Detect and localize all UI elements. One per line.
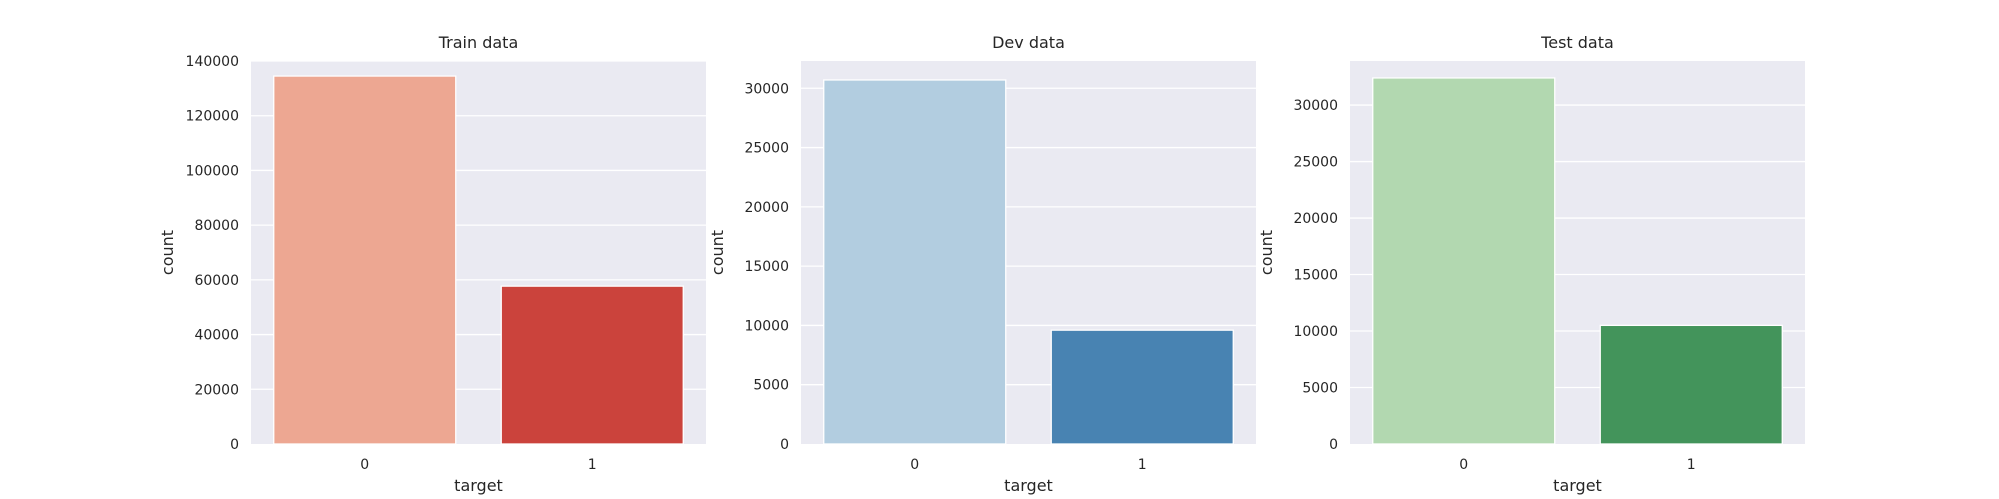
train-data-y-tick-label: 100000 <box>186 163 239 179</box>
train-data-x-axis-label: target <box>454 476 503 495</box>
dev-data-y-tick-label: 20000 <box>744 200 789 216</box>
dev-data-y-tick-label: 0 <box>780 437 789 453</box>
dev-data-bar-0 <box>823 79 1007 445</box>
dev-data-y-tick-label: 30000 <box>744 81 789 97</box>
dev-data-x-axis-label: target <box>1004 476 1053 495</box>
test-data-bar-1 <box>1599 324 1783 445</box>
train-data-y-tick-label: 80000 <box>194 218 239 234</box>
train-data-y-tick-label: 40000 <box>194 328 239 344</box>
dev-data-chart: 0 5000 10000 15000 20000 25000 30000 0 1 Dev data… <box>708 33 1256 495</box>
test-data-y-tick-label: 25000 <box>1293 155 1338 171</box>
dev-data-y-axis-label: count <box>708 230 727 275</box>
train-data-x-tick-label: 0 <box>360 457 369 473</box>
test-data-y-tick-label: 30000 <box>1293 98 1338 114</box>
dev-data-x-tick-label: 1 <box>1138 457 1147 473</box>
train-data-y-tick-label: 60000 <box>194 273 239 289</box>
dev-data-title: Dev data <box>992 33 1065 52</box>
dev-data-x-tick-label: 0 <box>910 457 919 473</box>
dev-data-y-tick-label: 25000 <box>744 141 789 157</box>
test-data-title: Test data <box>1540 33 1614 52</box>
train-data-y-tick-label: 20000 <box>194 382 239 398</box>
test-data-y-tick-label: 15000 <box>1293 268 1338 284</box>
test-data-y-axis-label: count <box>1257 230 1276 275</box>
test-data-y-tick-label: 20000 <box>1293 211 1338 227</box>
test-data-y-tick-label: 10000 <box>1293 324 1338 340</box>
dev-data-bar-1 <box>1050 329 1234 445</box>
test-data-x-tick-label: 0 <box>1459 457 1468 473</box>
dev-data-y-tick-label: 15000 <box>744 259 789 275</box>
test-data-chart: 0 5000 10000 15000 20000 25000 30000 0 1 Test dat… <box>1257 33 1805 495</box>
test-data-y-tick-label: 0 <box>1329 437 1338 453</box>
test-data-x-axis-label: target <box>1553 476 1602 495</box>
test-data-y-tick-label: 5000 <box>1302 381 1338 397</box>
train-data-bar-0 <box>273 75 457 445</box>
dev-data-y-tick-label: 10000 <box>744 318 789 334</box>
test-data-x-tick-label: 1 <box>1687 457 1696 473</box>
train-data-y-tick-label: 0 <box>230 437 239 453</box>
test-data-bar-0 <box>1372 77 1556 445</box>
train-data-title: Train data <box>438 33 519 52</box>
train-data-y-tick-label: 140000 <box>186 54 239 70</box>
train-data-y-axis-label: count <box>158 230 177 275</box>
train-data-x-tick-label: 1 <box>588 457 597 473</box>
train-data-y-tick-label: 120000 <box>186 109 239 125</box>
train-data-chart: 0 20000 40000 60000 80000 100000 120000 140000 0… <box>158 33 706 495</box>
train-data-bar-1 <box>500 285 684 445</box>
dev-data-y-tick-label: 5000 <box>753 378 789 394</box>
